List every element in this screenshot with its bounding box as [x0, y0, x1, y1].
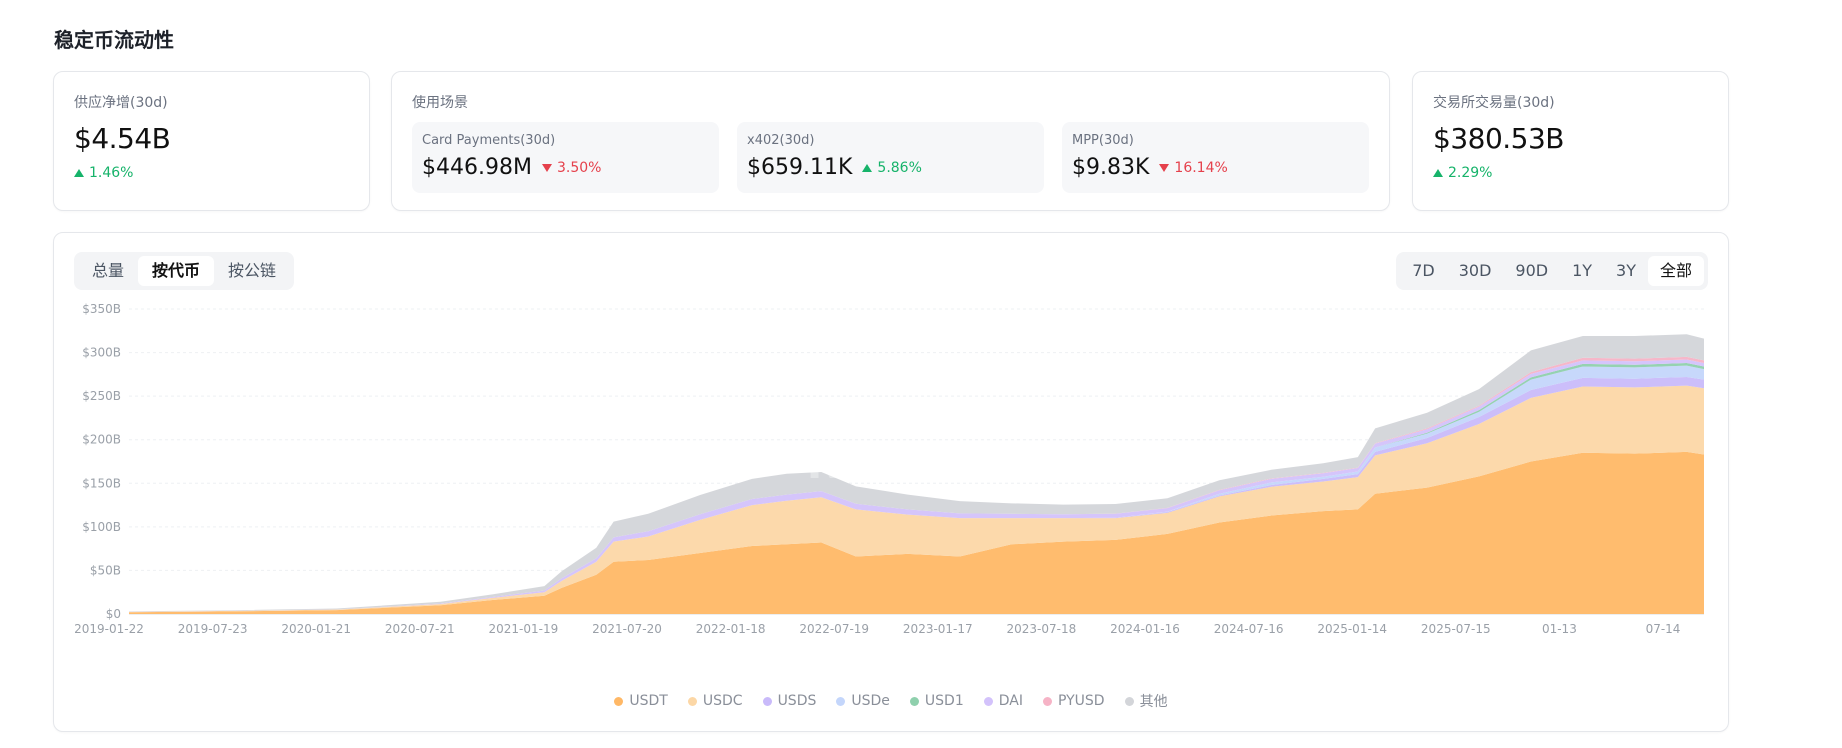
usage-item-change-value: 3.50% — [556, 159, 602, 176]
area-series-USDC[interactable] — [129, 385, 1704, 613]
usage-item-change: 3.50% — [541, 159, 602, 176]
x-tick-label: 2023-07-18 — [1007, 622, 1077, 636]
x-tick-label: 2025-01-14 — [1317, 622, 1387, 636]
y-tick-label: $200B — [82, 433, 121, 447]
legend-item-USDC[interactable]: USDC — [687, 691, 743, 711]
x-tick-label: 2021-07-20 — [592, 622, 662, 636]
page-title: 稳定币流动性 — [54, 28, 174, 52]
legend-label: USDC — [702, 693, 743, 709]
exchange-volume-card: 交易所交易量(30d) $380.53B 2.29% — [1412, 71, 1729, 211]
x-tick-label: 2021-01-19 — [489, 622, 559, 636]
tab-by-chain[interactable]: 按公链 — [228, 261, 277, 280]
legend-dot-icon — [983, 696, 993, 706]
range-90d[interactable]: 90D — [1515, 261, 1549, 280]
usage-item-value: $446.98M — [422, 155, 532, 180]
range-tabs: 7D 30D 90D 1Y 3Y 全部 — [1396, 252, 1708, 290]
x-tick-label: 2023-01-17 — [903, 622, 973, 636]
tab-total[interactable]: 总量 — [92, 261, 125, 280]
y-tick-label: $150B — [82, 476, 121, 490]
legend-dot-icon — [1124, 696, 1134, 706]
legend-dot-icon — [762, 696, 772, 706]
legend-label: USDT — [629, 693, 668, 709]
x-tick-label: 2019-07-23 — [178, 622, 248, 636]
legend-item-USDe[interactable]: USDe — [836, 691, 890, 711]
legend-label: USDS — [777, 693, 817, 709]
usage-item-label: Card Payments(30d) — [422, 133, 556, 148]
range-all[interactable]: 全部 — [1647, 256, 1704, 286]
down-arrow-icon — [541, 163, 552, 172]
down-arrow-icon — [1159, 163, 1170, 172]
legend-dot-icon — [614, 696, 624, 706]
supply-card: 供应净增(30d) $4.54B 1.46% — [53, 71, 370, 211]
supply-value: $4.54B — [74, 122, 171, 155]
legend-label: PYUSD — [1057, 693, 1105, 709]
up-arrow-icon — [862, 163, 873, 172]
area-series-USDT[interactable] — [129, 451, 1704, 614]
tab-by-token[interactable]: 按代币 — [138, 256, 215, 286]
usage-item-value: $659.11K — [747, 155, 853, 180]
legend-item-USD1[interactable]: USD1 — [909, 691, 964, 711]
stacked-area-chart[interactable]: $0 $50B $100B $150B $200B $250B $300B $350B 2019… — [54, 293, 1730, 688]
x-tick-label: 2020-01-21 — [281, 622, 351, 636]
usage-card: 使用场景 Card Payments(30d) $446.98M 3.50% x… — [391, 71, 1390, 211]
legend-dot-icon — [836, 696, 846, 706]
x-tick-label: 07-14 — [1646, 622, 1681, 636]
y-tick-label: $50B — [90, 563, 121, 577]
x-tick-label: 01-13 — [1542, 622, 1577, 636]
supply-change-value: 1.46% — [89, 165, 134, 181]
legend-dot-icon — [687, 696, 697, 706]
x-tick-label: 2019-01-22 — [74, 622, 144, 636]
supply-label: 供应净增(30d) — [74, 95, 168, 111]
chart-card: 总量 按代币 按公链 7D 30D 90D 1Y 3Y 全部 $0 $50B $10… — [53, 232, 1729, 732]
exchange-value: $380.53B — [1433, 122, 1565, 155]
legend-item-其他[interactable]: 其他 — [1124, 691, 1168, 711]
legend-label: DAI — [998, 693, 1023, 709]
usage-item-label: MPP(30d) — [1072, 133, 1134, 148]
usage-item-change-value: 5.86% — [877, 159, 922, 176]
usage-item-label: x402(30d) — [747, 133, 815, 148]
legend-item-USDT[interactable]: USDT — [614, 691, 668, 711]
supply-change: 1.46% — [74, 165, 349, 181]
y-tick-label: $0 — [106, 607, 121, 621]
x-tick-label: 2022-07-19 — [799, 622, 869, 636]
exchange-label: 交易所交易量(30d) — [1433, 95, 1555, 111]
y-tick-label: $250B — [82, 389, 121, 403]
legend-label: USD1 — [924, 693, 964, 709]
usage-mpp: MPP(30d) $9.83K 16.14% — [1062, 122, 1369, 193]
usage-label: 使用场景 — [412, 95, 468, 111]
exchange-change: 2.29% — [1433, 165, 1708, 181]
x-tick-label: 2024-01-16 — [1110, 622, 1180, 636]
x-tick-label: 2020-07-21 — [385, 622, 455, 636]
y-tick-label: $350B — [82, 302, 121, 316]
x-tick-label: 2025-07-15 — [1421, 622, 1491, 636]
legend-label: 其他 — [1139, 694, 1168, 710]
exchange-change-value: 2.29% — [1448, 165, 1493, 181]
usage-item-change-value: 16.14% — [1174, 159, 1228, 176]
usage-card-payments: Card Payments(30d) $446.98M 3.50% — [412, 122, 719, 193]
range-7d[interactable]: 7D — [1412, 261, 1435, 280]
legend-label: USDe — [851, 693, 890, 709]
range-3y[interactable]: 3Y — [1616, 261, 1636, 280]
watermark: ROOTDATA — [807, 439, 1062, 488]
x-tick-label: 2022-01-18 — [696, 622, 766, 636]
y-tick-label: $300B — [82, 346, 121, 360]
usage-item-change: 5.86% — [862, 159, 922, 176]
usage-x402: x402(30d) $659.11K 5.86% — [737, 122, 1044, 193]
range-1y[interactable]: 1Y — [1572, 261, 1593, 280]
legend-item-USDS[interactable]: USDS — [762, 691, 817, 711]
up-arrow-icon — [1433, 169, 1443, 177]
usage-item-value: $9.83K — [1072, 155, 1150, 180]
x-tick-label: 2024-07-16 — [1214, 622, 1284, 636]
legend-item-DAI[interactable]: DAI — [983, 691, 1023, 711]
legend-dot-icon — [1042, 696, 1052, 706]
legend-item-PYUSD[interactable]: PYUSD — [1042, 691, 1105, 711]
chart-legend: USDT USDC USDS USDe USD1 DAI PYUSD 其他 — [54, 691, 1728, 711]
range-30d[interactable]: 30D — [1458, 261, 1492, 280]
usage-item-change: 16.14% — [1159, 159, 1228, 176]
y-tick-label: $100B — [82, 520, 121, 534]
legend-dot-icon — [909, 696, 919, 706]
up-arrow-icon — [74, 169, 84, 177]
area-series-其他[interactable] — [129, 334, 1704, 612]
view-tabs: 总量 按代币 按公链 — [74, 252, 295, 290]
